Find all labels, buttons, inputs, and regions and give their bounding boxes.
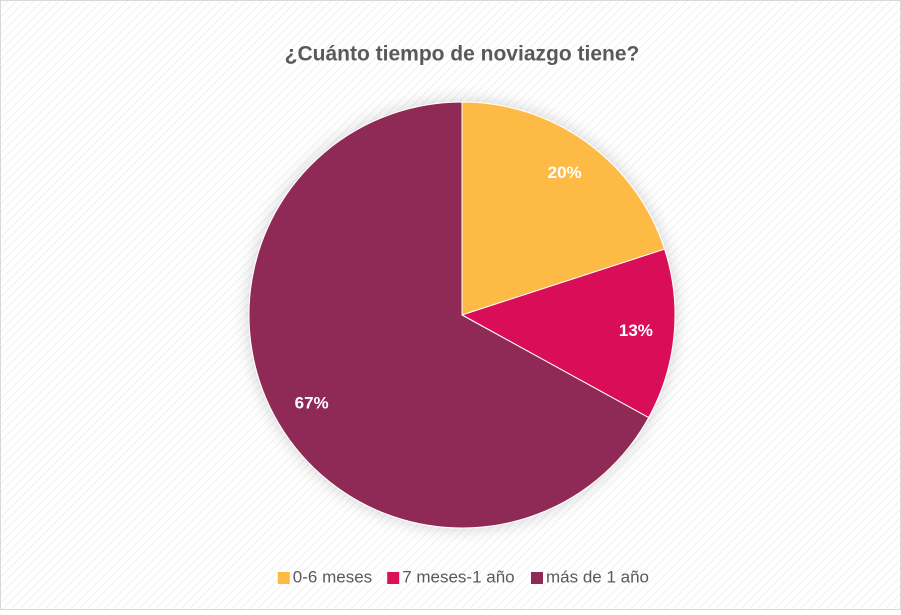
legend-swatch xyxy=(277,572,290,584)
data-label: 20% xyxy=(548,163,582,182)
chart-title: ¿Cuánto tiempo de noviazgo tiene? xyxy=(285,43,640,66)
pie-slice xyxy=(461,101,666,316)
pie xyxy=(248,101,676,529)
legend-label: 0-6 meses xyxy=(293,567,372,586)
pie-slice xyxy=(248,101,650,529)
data-label: 13% xyxy=(619,321,653,340)
legend-label: 7 meses-1 año xyxy=(402,567,514,586)
pie-slice xyxy=(460,248,676,419)
legend-swatch xyxy=(531,572,543,584)
legend-swatch xyxy=(387,572,400,584)
data-label: 67% xyxy=(295,393,329,412)
legend-label: más de 1 año xyxy=(546,567,649,586)
